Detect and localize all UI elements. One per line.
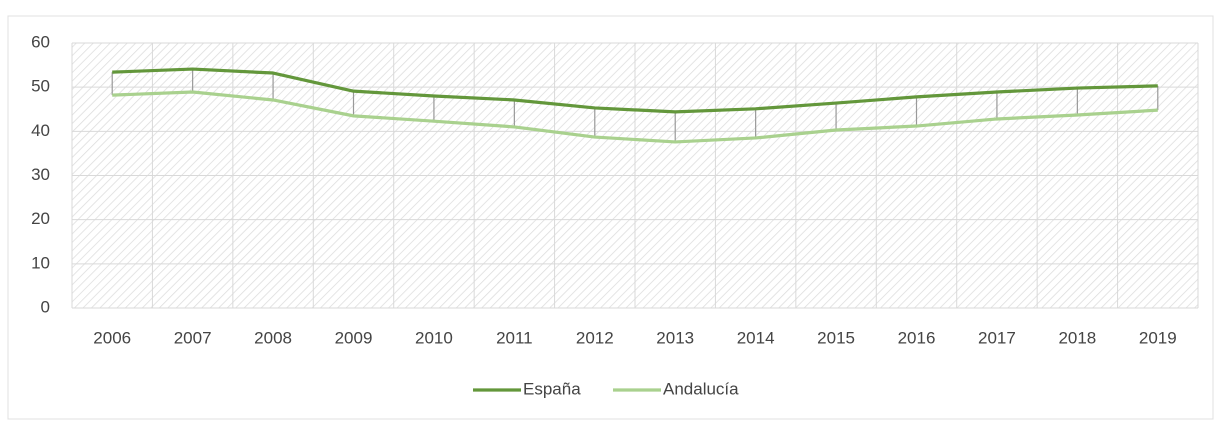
x-tick-label: 2010	[415, 328, 453, 347]
chart-frame	[7, 15, 1214, 420]
x-tick-label: 2015	[817, 328, 855, 347]
x-tick-label: 2013	[656, 328, 694, 347]
y-tick-label: 40	[31, 121, 50, 140]
y-tick-label: 10	[31, 253, 50, 272]
y-tick-label: 20	[31, 209, 50, 228]
x-tick-label: 2009	[335, 328, 373, 347]
x-tick-label: 2018	[1058, 328, 1096, 347]
x-tick-label: 2008	[254, 328, 292, 347]
x-tick-label: 2012	[576, 328, 614, 347]
x-tick-label: 2006	[93, 328, 131, 347]
x-tick-label: 2017	[978, 328, 1016, 347]
y-tick-label: 50	[31, 77, 50, 96]
legend-label: España	[523, 379, 581, 398]
y-tick-label: 60	[31, 32, 50, 51]
series-line	[112, 90, 1158, 144]
x-tick-label: 2007	[174, 328, 212, 347]
x-tick-label: 2016	[898, 328, 936, 347]
series-line	[112, 67, 1158, 114]
x-tick-label: 2014	[737, 328, 775, 347]
y-tick-label: 0	[41, 297, 50, 316]
y-tick-label: 30	[31, 165, 50, 184]
x-tick-label: 2019	[1139, 328, 1177, 347]
x-tick-label: 2011	[496, 328, 533, 347]
legend-label: Andalucía	[663, 379, 739, 398]
